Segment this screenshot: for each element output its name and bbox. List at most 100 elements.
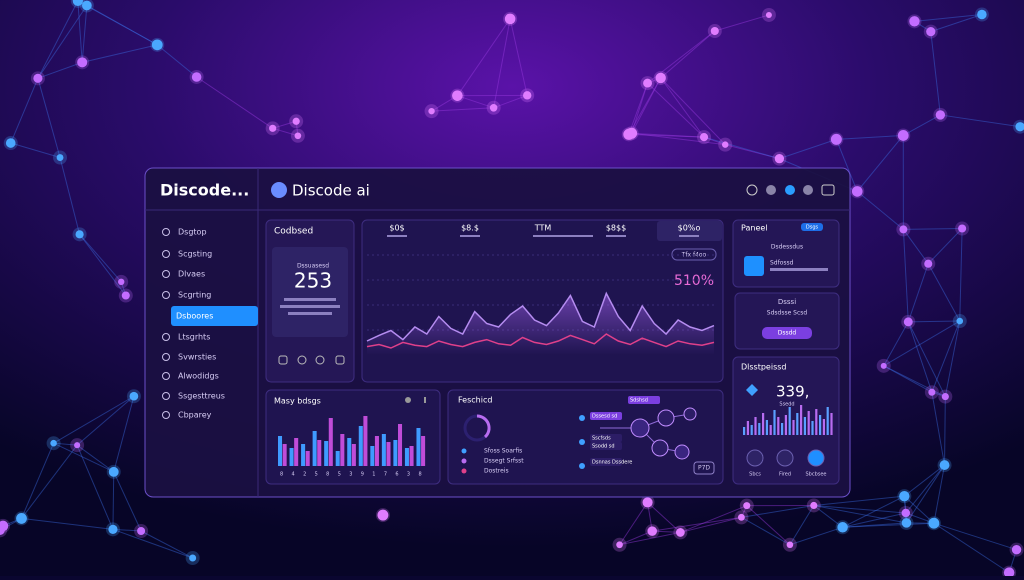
bar [789,407,791,435]
bar [808,411,810,435]
icon-label: Sbcbsee [805,472,826,478]
button-label: Dssdd [778,330,797,337]
tag-label: Dsgs [806,225,819,231]
tab[interactable]: $8$$ [606,224,626,233]
tab[interactable]: $0$ [389,224,404,233]
node [74,442,80,448]
card-title: Dlsstpeissd [741,363,787,372]
node [82,1,92,11]
bar [770,425,772,435]
bar [751,425,753,435]
node[interactable] [652,440,668,456]
node [656,73,666,83]
bar [421,436,425,466]
logo [271,182,287,198]
node-label: Ssodd sd [592,444,615,450]
node [523,91,531,99]
bar [375,436,379,466]
node [643,497,653,507]
node [928,389,935,396]
card-title: Feschicd [458,396,492,405]
node [743,502,750,509]
node [50,440,57,447]
nav-item[interactable]: Ssgesttreus [178,392,225,401]
node [377,510,388,521]
score: 253 [294,269,332,293]
text-line [288,312,332,315]
nav-item[interactable]: Cbparey [178,411,212,420]
node [924,260,932,268]
node[interactable] [631,419,649,437]
nav-item[interactable]: Svwrsties [178,353,216,362]
node [76,230,84,238]
bar [352,444,356,466]
node[interactable] [684,408,696,420]
bar [382,434,386,466]
icon[interactable] [766,185,776,195]
bar [773,410,775,435]
node [269,125,276,132]
node-label: Sscfsds [592,436,611,442]
nav-item[interactable]: Dlvaes [178,270,205,279]
bar [800,405,802,435]
nav-item[interactable]: Ltsgrhts [178,333,210,342]
nav-item[interactable]: Alwodidgs [178,372,219,381]
nav-item[interactable]: Scgrting [178,291,211,300]
node [57,154,64,161]
tab-sub [533,235,593,237]
bar [347,438,351,466]
icon-button[interactable] [777,450,793,466]
card-title: Dsssi [778,298,796,306]
node [189,554,196,561]
node-label: Dsnnas Dssdere [592,460,632,466]
tab[interactable]: $0%o [678,224,701,233]
x-label: 6 [395,472,398,478]
node [428,108,434,114]
heading: Dsdessdus [771,244,803,251]
node[interactable] [675,445,689,459]
tab-sub [606,235,626,237]
node [33,74,42,83]
icon[interactable] [424,397,426,403]
icon[interactable] [405,397,411,403]
x-label: 3 [407,472,410,478]
bar [747,421,749,435]
metric-value: 339, [776,383,809,401]
node [852,186,863,197]
node[interactable] [658,410,674,426]
bar [781,423,783,435]
nav-item[interactable]: Dsgtop [178,228,207,237]
node [676,528,685,537]
node [904,317,913,326]
node [837,522,847,532]
node [579,463,585,469]
nav-item[interactable]: Scgsting [178,250,212,259]
bar [819,415,821,435]
node [643,79,652,88]
bar [416,428,420,466]
bar [785,415,787,435]
tab[interactable]: TTM [534,224,552,233]
bar [823,419,825,435]
icon-button[interactable] [747,450,763,466]
card-title: Masy bdsgs [274,397,321,406]
bar [405,448,409,466]
app-icon[interactable] [744,256,764,276]
bar [294,438,298,466]
card-text: Sdsdsse Scsd [767,310,808,317]
tab-sub [679,235,699,237]
node [787,541,794,548]
tab[interactable]: $8.$ [461,224,479,233]
legend-dot [462,449,467,454]
icon[interactable] [803,185,813,195]
line: Sdfossd [770,260,794,267]
node [956,318,963,325]
node [77,57,87,67]
card [362,220,723,382]
icon-button[interactable] [808,450,824,466]
icon[interactable] [785,185,795,195]
bar [410,446,414,466]
bar [313,431,317,466]
nav-item[interactable]: Dsboores [176,312,213,321]
